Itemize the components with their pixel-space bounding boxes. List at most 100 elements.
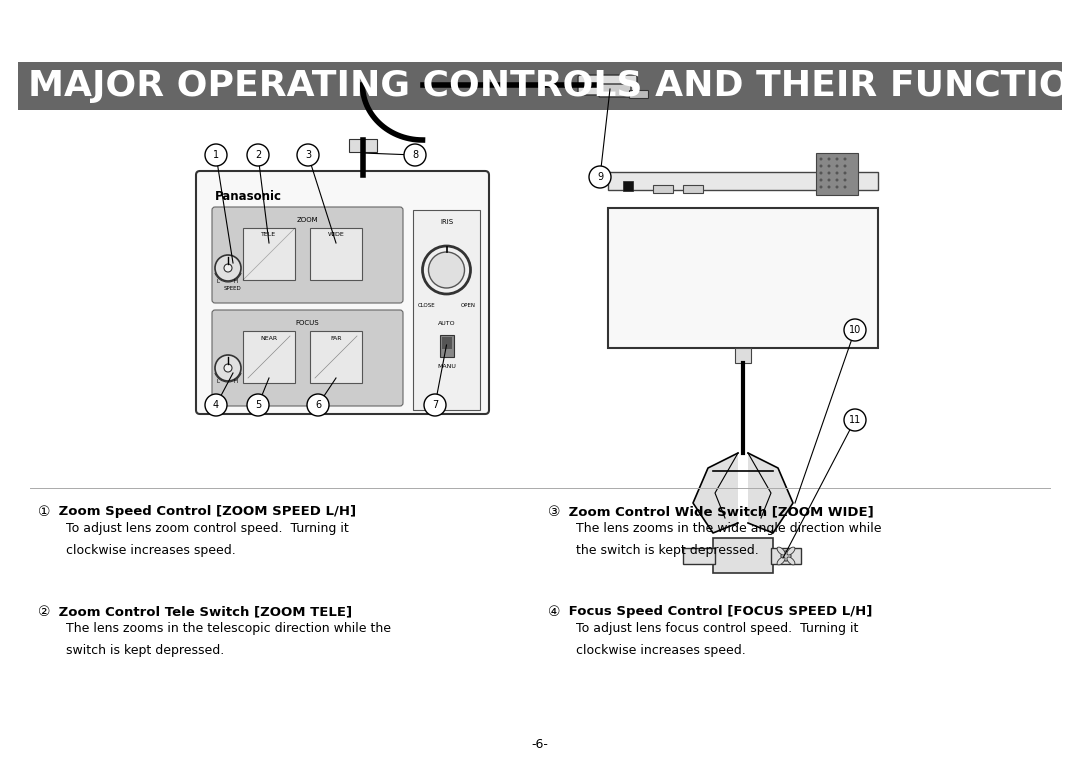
Text: ZOOM: ZOOM [297,217,319,223]
Text: SPEED: SPEED [224,286,241,291]
FancyBboxPatch shape [212,310,403,406]
Text: H: H [234,379,238,384]
Text: L: L [216,379,219,384]
Circle shape [297,144,319,166]
Bar [349,139,377,152]
Text: The lens zooms in the telescopic direction while the
switch is kept depressed.: The lens zooms in the telescopic directi… [66,622,391,657]
Ellipse shape [778,547,785,555]
Bar [440,335,454,357]
Bar [243,331,295,383]
Circle shape [827,165,831,168]
Text: AUTO: AUTO [437,321,456,326]
Circle shape [827,158,831,161]
Text: Zoom Speed Control [ZOOM SPEED L/H]: Zoom Speed Control [ZOOM SPEED L/H] [54,505,356,518]
Bar [683,185,703,193]
Circle shape [820,171,823,174]
Ellipse shape [778,557,785,565]
Bar [310,228,362,280]
Text: To adjust lens zoom control speed.  Turning it
clockwise increases speed.: To adjust lens zoom control speed. Turni… [66,522,349,557]
Text: H: H [234,279,238,284]
FancyBboxPatch shape [212,207,403,303]
Text: 2: 2 [255,150,261,160]
Circle shape [827,185,831,188]
Circle shape [429,252,464,288]
Bar [310,331,362,383]
Circle shape [820,165,823,168]
Circle shape [205,144,227,166]
Circle shape [215,355,241,381]
FancyBboxPatch shape [578,75,637,95]
Circle shape [843,319,866,341]
Text: FAR: FAR [330,335,341,341]
Bar [413,210,480,410]
Circle shape [836,165,838,168]
Text: NEAR: NEAR [260,335,278,341]
Circle shape [836,171,838,174]
Text: Zoom Control Wide Switch [ZOOM WIDE]: Zoom Control Wide Switch [ZOOM WIDE] [564,505,874,518]
Bar [735,348,751,363]
Bar [713,538,773,573]
Text: To adjust lens focus control speed.  Turning it
clockwise increases speed.: To adjust lens focus control speed. Turn… [576,622,859,657]
Text: ④: ④ [548,605,561,619]
Text: 5: 5 [255,400,261,410]
Text: Panasonic: Panasonic [215,190,282,203]
Circle shape [843,178,847,181]
Text: 4: 4 [213,400,219,410]
Text: CLOSE: CLOSE [418,303,435,308]
Text: 8: 8 [411,150,418,160]
Text: FOCUS: FOCUS [296,320,320,326]
Text: ②: ② [38,605,51,619]
Text: 10: 10 [849,325,861,335]
Circle shape [247,144,269,166]
Text: MANU: MANU [437,364,456,369]
Circle shape [843,409,866,431]
Circle shape [843,165,847,168]
Circle shape [224,364,232,372]
Text: Zoom Control Tele Switch [ZOOM TELE]: Zoom Control Tele Switch [ZOOM TELE] [54,605,352,618]
Ellipse shape [787,547,795,555]
Bar [18,62,1062,110]
Circle shape [827,178,831,181]
Circle shape [836,158,838,161]
Text: Focus Speed Control [FOCUS SPEED L/H]: Focus Speed Control [FOCUS SPEED L/H] [564,605,873,618]
Text: 1: 1 [213,150,219,160]
Circle shape [820,178,823,181]
Circle shape [843,185,847,188]
Circle shape [215,255,241,281]
Text: 6: 6 [315,400,321,410]
Text: -6-: -6- [531,738,549,751]
Text: TELE: TELE [261,232,276,238]
Circle shape [247,394,269,416]
Polygon shape [748,453,793,533]
FancyBboxPatch shape [630,91,648,98]
FancyBboxPatch shape [599,84,631,97]
Bar [608,172,878,190]
Text: 7: 7 [432,400,438,410]
Circle shape [836,185,838,188]
Text: 11: 11 [849,415,861,425]
Circle shape [843,158,847,161]
Circle shape [224,264,232,272]
Text: ①: ① [38,505,51,519]
Bar [608,208,878,348]
Bar [816,153,858,195]
Circle shape [422,246,471,294]
Text: The lens zooms in the wide angle direction while
the switch is kept depressed.: The lens zooms in the wide angle directi… [576,522,881,557]
Circle shape [781,551,791,561]
Text: 3: 3 [305,150,311,160]
Polygon shape [693,453,738,533]
Bar [243,228,295,280]
Circle shape [589,166,611,188]
Bar [653,185,673,193]
Text: 9: 9 [597,172,603,182]
Circle shape [424,394,446,416]
Circle shape [307,394,329,416]
Text: OPEN: OPEN [461,303,476,308]
Circle shape [843,171,847,174]
Text: MAJOR OPERATING CONTROLS AND THEIR FUNCTIONS: MAJOR OPERATING CONTROLS AND THEIR FUNCT… [28,69,1080,103]
Bar [771,548,801,564]
Text: IRIS: IRIS [440,219,454,225]
Circle shape [404,144,426,166]
Text: WIDE: WIDE [327,232,345,238]
Circle shape [827,171,831,174]
